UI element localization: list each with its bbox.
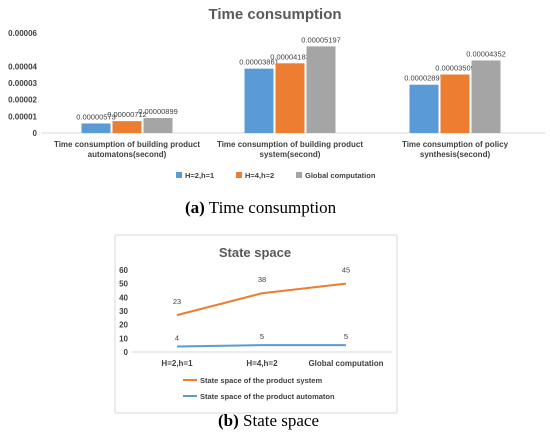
- chart2-category-label: H=2,h=1: [161, 359, 193, 368]
- chart1-category-label: synthesis(second): [420, 150, 491, 159]
- chart2-category-label: Global computation: [308, 359, 383, 368]
- chart1-category-label: Time consumption of building product: [217, 140, 363, 149]
- chart2-data-label: 38: [258, 275, 266, 284]
- chart1-category-label: Time consumption of policy: [402, 140, 509, 149]
- chart1-y-tick-label: 0.00006: [8, 29, 37, 38]
- chart1-legend-label: H=2,h=1: [185, 171, 214, 180]
- chart2-y-tick-label: 50: [119, 280, 128, 289]
- chart2-y-tick-label: 0: [124, 348, 129, 357]
- chart2-y-tick-label: 40: [119, 293, 128, 302]
- chart2-data-label: 5: [260, 332, 264, 341]
- chart1-category-label: system(second): [260, 150, 321, 159]
- chart2-y-tick-label: 10: [119, 334, 128, 343]
- chart1-title: Time consumption: [208, 6, 341, 23]
- chart2-y-tick-label: 60: [119, 266, 128, 275]
- chart2-legend-label: State space of the product automaton: [200, 392, 335, 401]
- chart2-data-label: 23: [173, 297, 181, 306]
- chart2-category-label: H=4,h=2: [246, 359, 278, 368]
- chart2-data-label: 45: [342, 266, 350, 275]
- chart1-bar: [112, 121, 142, 133]
- chart1-data-label: 0.00003861: [239, 58, 279, 67]
- chart1-data-label: 0.00000899: [138, 107, 178, 116]
- chart1-y-tick-label: 0.00002: [8, 96, 37, 105]
- chart1-bar: [275, 63, 305, 133]
- chart1-bar: [244, 68, 274, 133]
- caption-a: (a) Time consumption: [185, 198, 337, 217]
- chart1-bar: [440, 74, 470, 133]
- chart2-y-tick-label: 30: [119, 307, 128, 316]
- chart1-data-label: 0.00000573: [76, 112, 116, 121]
- chart2-data-label: 4: [175, 334, 179, 343]
- chart1-data-label: 0.00003509: [435, 64, 475, 73]
- chart2-series-line: [176, 282, 347, 317]
- chart1-data-label: 0.00000712: [107, 110, 147, 119]
- chart1-data-label: 0.00004352: [466, 49, 506, 58]
- chart1-y-tick-label: 0: [33, 129, 38, 138]
- chart2-data-label: 5: [344, 332, 348, 341]
- chart2-title: State space: [219, 245, 291, 260]
- chart1-category-label: Time consumption of building product: [54, 140, 200, 149]
- chart2-series-line: [176, 344, 346, 348]
- chart1-y-tick-label: 0.00001: [8, 112, 37, 121]
- chart1-bar: [306, 46, 336, 134]
- chart1-category-label: automatons(second): [88, 150, 167, 159]
- chart2-legend-label: State space of the product system: [200, 376, 322, 385]
- chart1-bar: [471, 60, 501, 133]
- chart1-data-label: 0.00005197: [301, 35, 341, 44]
- chart1-data-label: 0.00004183: [270, 52, 310, 61]
- chart1-data-label: 0.00002897: [404, 74, 444, 83]
- chart1-bar: [81, 123, 111, 133]
- chart1-y-tick-label: 0.00004: [8, 62, 37, 71]
- chart1-bar: [143, 118, 173, 133]
- chart1-legend-label: Global computation: [305, 171, 376, 180]
- chart1-legend-swatch: [236, 172, 242, 178]
- chart1-bar: [409, 84, 439, 133]
- chart2-y-tick-label: 20: [119, 321, 128, 330]
- caption-b: (b) State space: [218, 411, 320, 430]
- time-consumption-chart: Time consumption 0 0.00001 0.00002 0.00003 0…: [8, 6, 545, 180]
- chart2-border: [114, 234, 398, 414]
- chart1-legend-swatch: [296, 172, 302, 178]
- chart1-legend-label: H=4,h=2: [245, 171, 274, 180]
- chart1-y-tick-label: 0.00003: [8, 79, 37, 88]
- chart1-legend-swatch: [176, 172, 182, 178]
